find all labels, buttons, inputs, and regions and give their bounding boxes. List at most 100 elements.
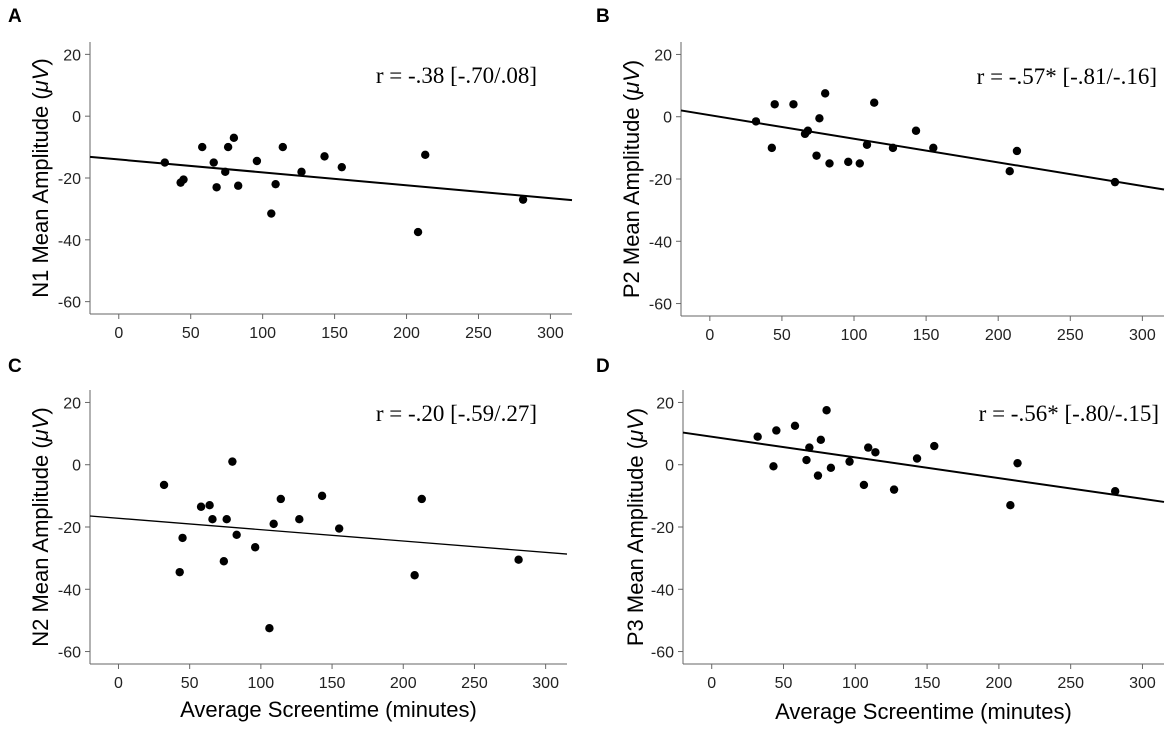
data-point (753, 432, 762, 441)
data-point (859, 480, 869, 490)
x-tick-label: 300 (1129, 327, 1156, 344)
data-point (196, 502, 206, 511)
x-tick-label: 250 (465, 325, 492, 342)
y-axis-label-close: ) (619, 60, 644, 67)
y-tick-label: -40 (58, 582, 81, 599)
data-point (410, 571, 419, 580)
y-axis-label: N1 Mean Amplitude (μV) (28, 58, 53, 298)
data-point (278, 142, 287, 152)
y-tick-label: -60 (649, 297, 672, 314)
data-point (265, 623, 274, 633)
y-axis-label: N2 Mean Amplitude (μV) (28, 407, 53, 647)
data-point (295, 515, 304, 524)
data-point (518, 195, 528, 204)
regression-line (89, 155, 573, 202)
data-point (825, 159, 834, 168)
data-point (175, 567, 184, 577)
data-point (813, 471, 823, 480)
data-point (929, 143, 938, 153)
data-point (514, 555, 523, 564)
correlation-annotation: r = -.56* [-.80/-.15] (979, 401, 1159, 426)
data-point (232, 530, 241, 539)
y-axis-label: P2 Mean Amplitude (μV) (619, 60, 644, 298)
data-point (816, 435, 826, 445)
y-axis-label-unit: μV (623, 413, 648, 443)
data-point (178, 533, 187, 543)
data-point (1005, 167, 1014, 176)
data-point (276, 494, 285, 504)
y-tick-label: -20 (651, 520, 674, 537)
y-tick-label: 0 (663, 110, 672, 127)
x-tick-label: 100 (249, 325, 276, 342)
data-point (223, 142, 233, 152)
x-tick-label: 100 (842, 675, 869, 692)
data-point (320, 152, 329, 161)
x-tick-label: 200 (390, 675, 417, 692)
data-point (855, 159, 864, 168)
data-point (208, 515, 217, 524)
data-point (417, 494, 426, 504)
y-tick-label: -40 (58, 233, 81, 250)
data-point (1012, 146, 1022, 156)
x-tick-label: 100 (841, 327, 868, 344)
correlation-annotation: r = -.20 [-.59/.27] (376, 401, 537, 426)
y-tick-label: -60 (651, 645, 674, 662)
x-tick-label: 200 (985, 327, 1012, 344)
data-point (805, 443, 814, 452)
data-point (889, 485, 899, 494)
data-point (870, 98, 879, 107)
data-point (233, 181, 243, 190)
data-point (334, 524, 344, 533)
data-point (767, 143, 777, 153)
data-point (198, 142, 207, 152)
y-tick-label: -20 (58, 171, 81, 188)
data-point (751, 117, 761, 126)
data-point (297, 167, 306, 177)
x-tick-label: 300 (532, 675, 559, 692)
data-point (802, 455, 811, 465)
y-tick-label: -40 (651, 582, 674, 599)
data-point (772, 426, 781, 435)
regression-line (682, 431, 1165, 503)
x-tick-label: 0 (114, 675, 123, 692)
y-axis-label-text: P2 Mean Amplitude ( (619, 93, 644, 298)
data-point (912, 454, 922, 463)
data-point (862, 140, 872, 149)
x-tick-label: 0 (707, 675, 716, 692)
data-point (826, 463, 836, 473)
y-axis-label-close: ) (28, 58, 53, 65)
data-point (252, 156, 262, 166)
y-tick-label: 20 (654, 47, 672, 64)
data-point (871, 448, 880, 457)
data-point (822, 406, 831, 415)
data-point (789, 100, 798, 109)
y-tick-label: 0 (72, 458, 81, 475)
x-tick-label: 150 (319, 675, 346, 692)
panel-label: A (8, 6, 22, 27)
data-point (911, 126, 921, 135)
x-tick-label: 150 (914, 675, 941, 692)
y-tick-label: -20 (649, 172, 672, 189)
x-tick-label: 250 (1057, 327, 1084, 344)
data-point (250, 543, 260, 552)
panel-label: B (596, 6, 610, 27)
data-point (888, 143, 898, 153)
data-point (229, 133, 239, 143)
y-axis-label: P3 Mean Amplitude (μV) (623, 408, 648, 646)
x-tick-label: 150 (321, 325, 348, 342)
data-point (820, 89, 830, 98)
y-tick-label: 20 (656, 395, 674, 412)
data-point (1013, 458, 1022, 468)
data-point (337, 162, 346, 172)
y-axis-label-close: ) (623, 408, 648, 415)
x-axis-label: Average Screentime (minutes) (180, 697, 477, 722)
data-point (267, 209, 276, 218)
x-tick-label: 200 (986, 675, 1013, 692)
y-tick-label: 20 (63, 395, 81, 412)
x-tick-label: 250 (1057, 675, 1084, 692)
panel-label: C (8, 356, 22, 377)
data-point (930, 441, 939, 451)
